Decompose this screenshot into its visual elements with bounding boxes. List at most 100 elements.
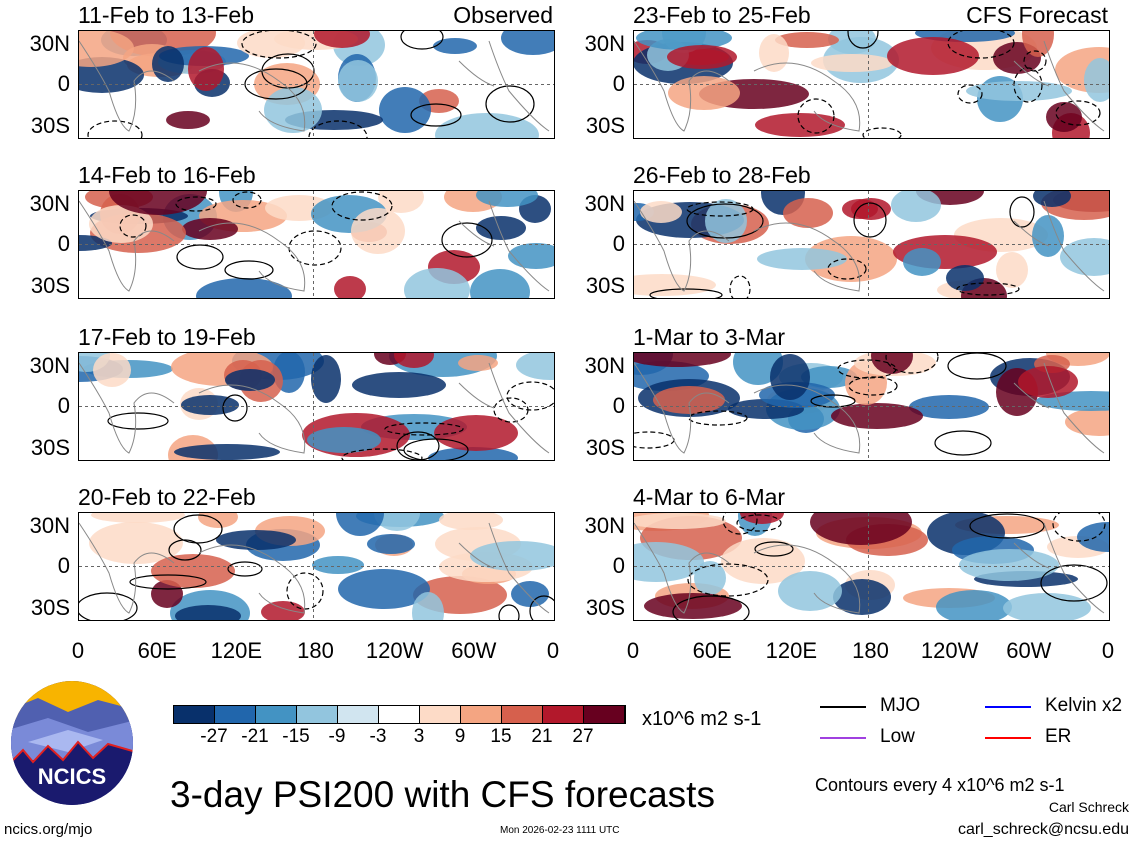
legend-line — [820, 737, 866, 739]
contour-line — [1055, 100, 1101, 126]
colorbar-swatch — [584, 706, 625, 723]
x-tick-label: 60E — [692, 638, 732, 663]
psi200-map — [79, 353, 554, 460]
x-tick-label: 120E — [765, 638, 818, 663]
anomaly-blob — [775, 32, 839, 48]
x-tick-label: 120W — [365, 638, 424, 663]
anomaly-blob — [996, 252, 1028, 288]
anomaly-blob — [946, 265, 984, 291]
anomaly-blob — [508, 243, 554, 269]
x-tick-label: 180 — [852, 638, 889, 663]
y-tick-label: 30S — [585, 113, 625, 138]
anomaly-blob — [1084, 58, 1109, 102]
colorbar-swatch — [461, 706, 502, 723]
panel-tag: CFS Forecast — [966, 2, 1108, 28]
legend-label: Low — [880, 726, 915, 747]
anomaly-blob — [1018, 366, 1078, 398]
anomaly-blob — [1032, 215, 1064, 257]
anomaly-blob — [476, 216, 526, 240]
x-tick-label: 0 — [1101, 638, 1115, 663]
psi200-map — [79, 31, 554, 138]
anomaly-blob — [181, 395, 239, 415]
anomaly-blob — [1022, 31, 1054, 57]
x-tick-label: 60E — [137, 638, 177, 663]
url-link[interactable]: ncics.org/mjo — [4, 821, 93, 838]
psi200-map — [79, 191, 554, 298]
x-tick-label: 120E — [210, 638, 263, 663]
colorbar-swatch — [543, 706, 584, 723]
contour-line — [498, 604, 520, 620]
contour-line — [686, 201, 754, 217]
colorbar-swatch — [256, 706, 297, 723]
logo-text: NCICS — [38, 764, 106, 789]
y-tick-label: 30N — [29, 31, 70, 56]
contour-line — [87, 120, 143, 138]
colorbar-swatch — [502, 706, 543, 723]
contour-line — [168, 539, 202, 561]
contour-line — [672, 595, 750, 620]
anomaly-blob — [634, 513, 726, 529]
anomaly-blob — [801, 366, 857, 388]
psi200-map — [79, 513, 554, 620]
anomaly-blob — [634, 274, 716, 296]
colorbar-label: -3 — [369, 726, 387, 747]
contour-line — [341, 448, 423, 460]
anomaly-blob — [196, 278, 292, 298]
contour-line — [847, 31, 879, 49]
contour-line — [649, 288, 723, 298]
y-tick-label: 30S — [30, 273, 70, 298]
anomaly-blob — [1033, 191, 1071, 207]
x-tick-label: 60W — [451, 638, 497, 663]
contour-line — [400, 31, 444, 50]
map-panel — [78, 352, 555, 461]
contour-line — [331, 191, 393, 221]
colorbar-swatch — [174, 706, 215, 723]
contour-line — [107, 412, 169, 430]
anomaly-blob — [966, 81, 1072, 101]
y-tick-label: 0 — [57, 230, 70, 256]
legend-line — [820, 706, 866, 708]
ncics-logo: NCICS — [11, 681, 133, 805]
anomaly-blob — [458, 355, 498, 371]
panel-title: 20-Feb to 22-Feb — [78, 484, 256, 510]
y-tick-label: 30S — [30, 595, 70, 620]
colorbar-swatch — [215, 706, 256, 723]
y-tick-label: 30S — [30, 435, 70, 460]
colorbar-label: -15 — [282, 726, 310, 747]
contour-line — [222, 394, 248, 422]
timestamp: Mon 2026-02-23 1111 UTC — [500, 825, 620, 836]
map-panel — [633, 352, 1110, 461]
x-tick-label: 180 — [297, 638, 334, 663]
anomaly-blob — [778, 571, 842, 611]
contour-line — [797, 98, 835, 134]
anomaly-blob — [312, 556, 364, 574]
contour-line — [736, 514, 782, 532]
colorbar-units: x10^6 m2 s-1 — [642, 708, 762, 730]
panel-tag: Observed — [453, 2, 553, 28]
panel-title: 4-Mar to 6-Mar — [633, 484, 786, 510]
coastlines — [634, 522, 1105, 614]
legend-label: MJO — [880, 695, 921, 716]
anomaly-blob — [470, 269, 530, 298]
panel-title: 26-Feb to 28-Feb — [633, 162, 811, 188]
contour-line — [969, 513, 1045, 539]
anomaly-blob — [175, 605, 241, 620]
email[interactable]: carl_schreck@ncsu.edu — [958, 821, 1129, 838]
contour-line — [722, 513, 758, 535]
anomaly-blob — [634, 542, 704, 582]
y-tick-label: 0 — [612, 70, 625, 96]
contour-line — [827, 258, 867, 280]
anomaly-blob — [338, 569, 430, 609]
anomaly-blob — [721, 538, 805, 584]
anomaly-blob — [89, 522, 183, 564]
coastlines — [634, 362, 1105, 454]
contour-line — [410, 103, 462, 127]
anomaly-blob — [511, 581, 549, 607]
y-tick-label: 0 — [612, 552, 625, 578]
anomaly-blob — [959, 549, 1059, 581]
anomaly-blob — [759, 34, 789, 72]
y-tick-label: 30N — [29, 191, 70, 216]
y-tick-label: 30S — [585, 595, 625, 620]
y-tick-label: 30S — [30, 113, 70, 138]
